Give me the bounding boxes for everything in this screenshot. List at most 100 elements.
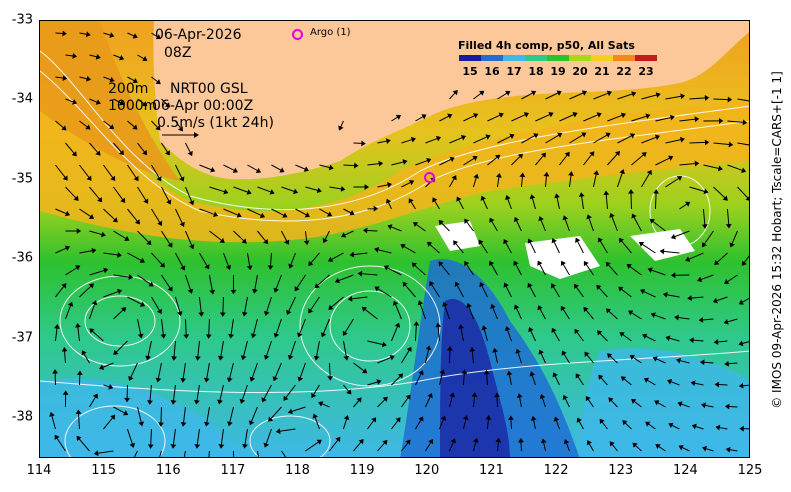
current-vector-head [62,75,68,81]
current-vector [244,296,248,313]
current-vector [468,306,474,320]
current-vector-head [674,314,679,321]
current-vector-head [170,400,177,405]
current-vector [517,352,522,364]
current-vector-head [528,326,534,333]
current-vector-head [387,224,393,230]
current-vector-head [513,304,520,310]
current-vector-head [146,239,152,246]
current-vector [257,186,272,193]
current-vector-head [62,175,68,181]
current-vector-head [227,421,233,427]
current-vector [533,419,536,430]
current-vector-head [283,239,290,245]
current-vector [480,242,488,254]
current-vector [564,398,570,408]
current-vector [565,442,570,452]
current-vector [175,252,184,268]
current-vector [230,318,234,335]
current-vector-head [374,246,379,253]
current-vector-head [421,114,427,120]
current-vector-head [462,415,469,421]
colorbar-swatch [547,55,569,61]
current-vector-head [164,150,170,156]
current-vector-head [67,301,74,307]
current-vector [689,141,706,144]
current-vector-head [694,116,700,123]
current-vector-head [81,350,87,356]
current-vector [617,135,632,144]
current-vector-head [418,416,424,422]
current-vector [742,384,749,387]
current-vector-head [157,220,163,226]
current-vector-head [283,395,289,401]
current-vector [220,340,224,357]
current-vector [466,263,474,276]
current-vector [695,425,704,430]
current-vector [241,384,248,401]
current-vector [731,230,738,245]
current-vector-head [413,321,420,326]
current-vector [340,120,344,128]
current-vector-head [669,114,675,121]
y-axis-tick-label: -34 [11,91,33,107]
current-vector [543,442,546,452]
x-axis-tick-label: 114 [26,463,52,478]
current-vector [247,208,262,217]
current-vector [127,296,142,305]
current-vector-head [485,134,491,140]
current-vector-head [354,162,359,169]
current-vector [563,353,570,364]
current-vector [196,428,200,445]
current-vector-head [313,355,320,361]
current-vector [535,113,551,122]
current-vector [588,217,594,232]
current-vector-head [86,75,92,82]
current-vector [481,285,488,298]
current-vector [462,373,465,386]
current-vector [113,274,130,278]
current-vector [275,318,282,335]
current-vector-head [450,438,456,444]
current-vector-head [722,195,728,201]
current-vector-head [124,397,131,403]
current-vector [669,337,680,342]
current-vector-head [210,166,216,173]
current-vector [353,441,362,452]
current-vector [329,186,342,190]
current-vector [344,318,354,333]
current-vector [103,252,119,256]
current-vector [290,252,296,266]
current-vector-head [605,261,611,268]
current-vector [508,374,512,386]
current-vector-head [361,140,366,147]
current-vector [55,208,67,215]
current-vector-head [76,228,82,234]
current-vector-head [406,346,412,352]
current-vector-head [318,401,324,407]
current-vector-head [438,220,444,226]
current-vector [519,396,522,408]
current-vector-head [92,393,98,399]
y-axis-tick-label: -35 [11,171,33,187]
current-vector [434,200,440,210]
current-vector [185,142,191,153]
argo-float-marker[interactable] [424,172,435,183]
current-vector-head [147,444,154,449]
current-vector [103,120,112,128]
current-vector [328,362,331,377]
current-vector-head [272,376,279,382]
current-vector [658,445,666,452]
current-vector-head [428,438,434,445]
current-vector-head [564,151,570,158]
current-vector-head [557,132,563,138]
current-vector-head [170,443,177,449]
current-vector-head [279,167,285,173]
current-vector-head [209,289,216,295]
current-vector [265,428,272,445]
current-vector [562,308,570,320]
current-vector-head [340,232,347,238]
current-vector-head [117,252,122,258]
current-vector [183,450,186,457]
current-vector-head [143,198,149,204]
